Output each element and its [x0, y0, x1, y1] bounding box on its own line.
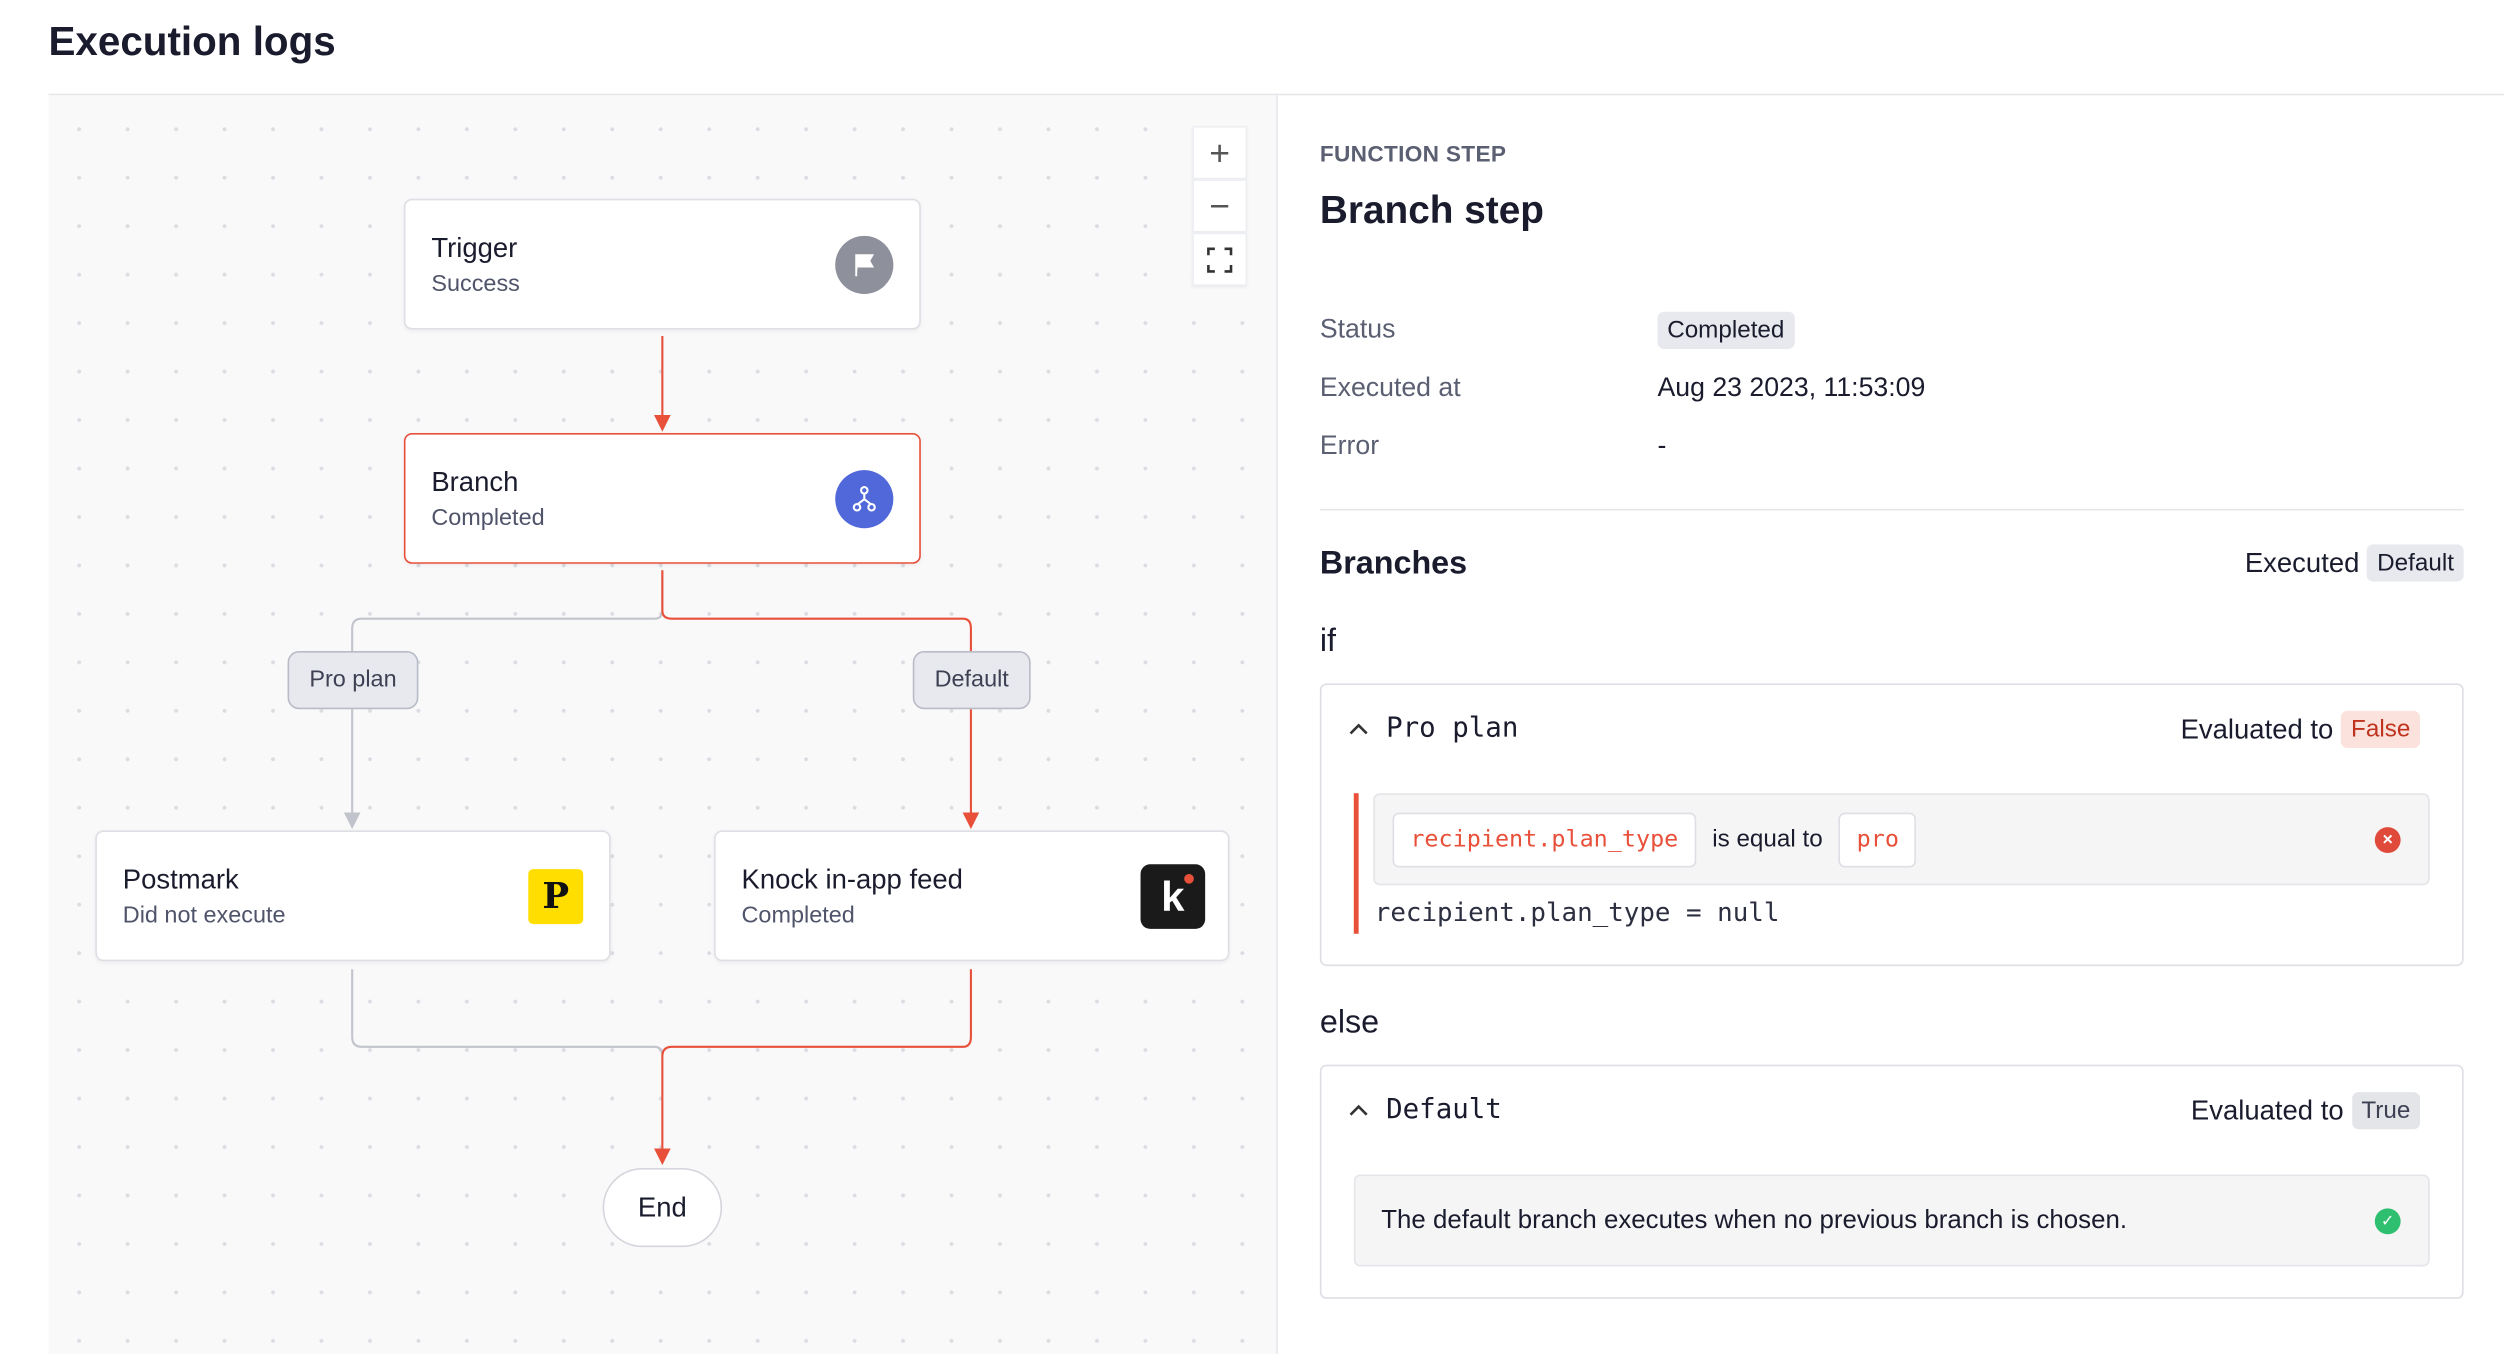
logo-letter: k — [1161, 871, 1185, 921]
evaluated-label: Evaluated to — [2180, 713, 2334, 744]
branch-icon — [835, 470, 894, 529]
executed-label: Executed — [2244, 546, 2360, 578]
default-description: The default branch executes when no prev… — [1381, 1205, 2128, 1234]
status-label: Status — [1319, 315, 1396, 345]
edge-label-default[interactable]: Default — [912, 651, 1031, 710]
plus-icon: + — [1209, 131, 1231, 173]
node-status: Did not execute — [122, 903, 286, 929]
collapse-toggle[interactable]: Default — [1347, 1094, 1502, 1126]
if-label: if — [1319, 623, 1337, 660]
node-trigger[interactable]: Trigger Success — [403, 198, 921, 330]
postmark-logo: P — [528, 869, 584, 925]
chevron-up-icon — [1349, 723, 1368, 735]
knock-logo: k — [1140, 864, 1206, 929]
panel-kicker: FUNCTION STEP — [1319, 140, 1507, 167]
flag-icon — [835, 235, 894, 295]
condition-row: recipient.plan_type is equal to pro × — [1373, 793, 2430, 886]
zoom-out-button[interactable]: − — [1192, 179, 1248, 233]
default-description-row: The default branch executes when no prev… — [1353, 1174, 2430, 1267]
actual-value: recipient.plan_type = null — [1374, 896, 1780, 928]
executed-at-label: Executed at — [1319, 373, 1461, 403]
evaluated-label: Evaluated to — [2190, 1094, 2344, 1126]
else-label: else — [1319, 1004, 1380, 1041]
node-postmark[interactable]: Postmark Did not execute P — [95, 830, 611, 962]
executed-badge: Default — [2367, 544, 2464, 582]
node-branch[interactable]: Branch Completed — [403, 432, 921, 564]
node-title: Branch — [431, 466, 519, 498]
x-circle-icon: × — [2374, 827, 2401, 853]
condition-operator: is equal to — [1712, 825, 1823, 853]
divider — [48, 93, 2504, 96]
node-knock-in-app-feed[interactable]: Knock in-app feed Completed k — [714, 830, 1230, 962]
branch-name: Pro plan — [1386, 712, 1519, 745]
zoom-in-button[interactable]: + — [1192, 126, 1248, 180]
node-status: Success — [431, 271, 520, 298]
node-status: Completed — [431, 505, 545, 532]
error-label: Error — [1319, 431, 1380, 461]
executed-at-value: Aug 23 2023, 11:53:09 — [1657, 373, 1926, 403]
node-title: Knock in-app feed — [741, 864, 963, 895]
divider — [1276, 95, 1278, 1354]
page-title: Execution logs — [48, 19, 336, 65]
branch-card-default: Default Evaluated to True The default br… — [1319, 1064, 2464, 1299]
logo-letter: P — [542, 875, 570, 918]
node-end[interactable]: End — [602, 1168, 723, 1248]
node-status: Completed — [741, 903, 855, 929]
fullscreen-icon — [1207, 246, 1233, 272]
branch-name: Default — [1386, 1093, 1502, 1127]
executed-branch: Executed Default — [2244, 544, 2464, 582]
branches-heading: Branches — [1319, 546, 1468, 582]
collapse-toggle[interactable]: Pro plan — [1347, 712, 1519, 745]
error-value: - — [1657, 431, 1667, 461]
status-badge: Completed — [1657, 311, 1795, 349]
branch-card-pro-plan: Pro plan Evaluated to False recipient.pl… — [1319, 683, 2464, 967]
failed-indicator — [1353, 793, 1359, 934]
divider — [1319, 508, 2464, 511]
node-title: Trigger — [431, 232, 518, 264]
chevron-up-icon — [1349, 1104, 1368, 1116]
result-badge-true: True — [2351, 1092, 2421, 1130]
node-title: Postmark — [122, 864, 239, 895]
condition-variable: recipient.plan_type — [1392, 811, 1697, 867]
panel-title: Branch step — [1319, 189, 1544, 233]
edge-label-pro-plan[interactable]: Pro plan — [287, 651, 419, 710]
result-badge-false: False — [2341, 710, 2421, 748]
condition-value: pro — [1838, 811, 1917, 867]
minus-icon: − — [1209, 184, 1231, 226]
fit-view-button[interactable] — [1192, 232, 1248, 286]
check-circle-icon: ✓ — [2374, 1208, 2401, 1235]
